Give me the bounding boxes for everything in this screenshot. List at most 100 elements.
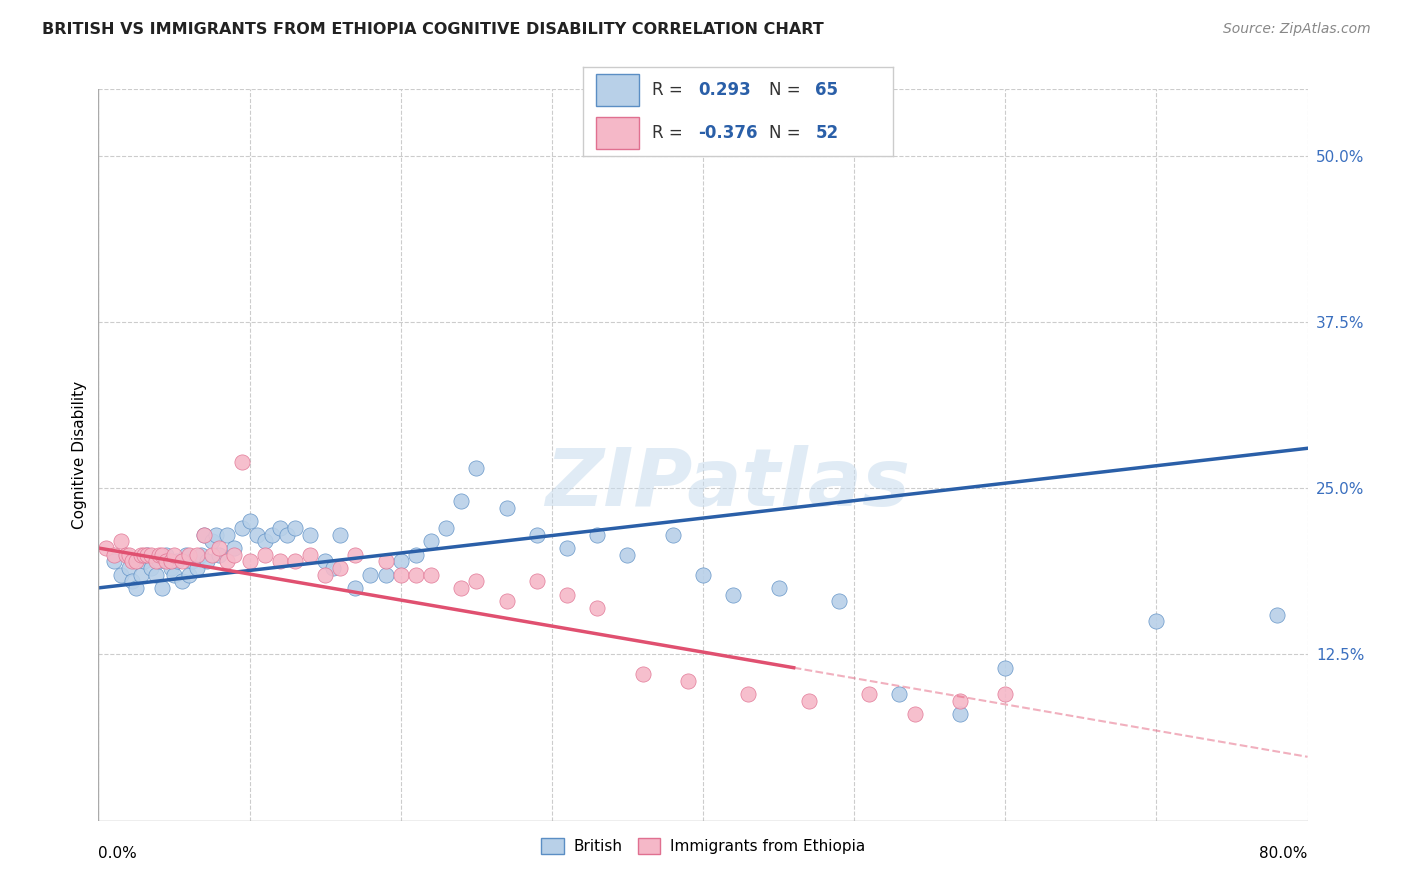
Point — [148, 554, 170, 568]
Point — [190, 548, 212, 562]
Point — [434, 521, 457, 535]
Point — [676, 673, 699, 688]
Point — [103, 554, 125, 568]
Text: Source: ZipAtlas.com: Source: ZipAtlas.com — [1223, 22, 1371, 37]
Point — [994, 687, 1017, 701]
Point — [132, 554, 155, 568]
Text: 65: 65 — [815, 81, 838, 99]
Point — [239, 515, 262, 529]
Point — [360, 567, 382, 582]
Point — [145, 554, 167, 568]
Point — [465, 574, 488, 589]
Point — [215, 527, 238, 541]
Point — [555, 541, 578, 555]
Point — [329, 527, 352, 541]
Point — [314, 567, 336, 582]
Point — [179, 548, 201, 562]
Point — [465, 461, 488, 475]
Point — [163, 548, 186, 562]
Point — [389, 554, 412, 568]
Point — [110, 567, 132, 582]
Point — [118, 561, 141, 575]
Point — [299, 527, 322, 541]
Point — [121, 574, 143, 589]
Point — [114, 548, 136, 562]
Point — [141, 561, 163, 575]
Point — [135, 548, 157, 562]
Point — [121, 554, 143, 568]
Point — [155, 554, 177, 568]
Point — [276, 527, 298, 541]
Point — [269, 521, 291, 535]
Point — [526, 574, 548, 589]
Text: 0.0%: 0.0% — [98, 847, 138, 862]
Point — [269, 554, 291, 568]
Text: 80.0%: 80.0% — [1260, 847, 1308, 862]
Text: ZIPatlas: ZIPatlas — [544, 445, 910, 524]
Legend: British, Immigrants from Ethiopia: British, Immigrants from Ethiopia — [536, 832, 870, 861]
Point — [186, 548, 208, 562]
Point — [450, 581, 472, 595]
Point — [208, 548, 231, 562]
Point — [201, 548, 224, 562]
Point — [737, 687, 759, 701]
Point — [616, 548, 638, 562]
Point — [949, 707, 972, 722]
Point — [1144, 614, 1167, 628]
Point — [299, 548, 322, 562]
Point — [208, 541, 231, 555]
Text: N =: N = — [769, 81, 806, 99]
Point — [495, 594, 517, 608]
Point — [246, 527, 269, 541]
Point — [174, 548, 197, 562]
Text: 52: 52 — [815, 124, 838, 142]
Text: N =: N = — [769, 124, 806, 142]
Point — [155, 548, 177, 562]
Point — [495, 501, 517, 516]
Point — [135, 548, 157, 562]
Point — [450, 494, 472, 508]
Point — [129, 567, 152, 582]
Point — [141, 548, 163, 562]
Point — [129, 548, 152, 562]
Point — [132, 548, 155, 562]
Point — [949, 694, 972, 708]
Point — [215, 554, 238, 568]
Point — [405, 567, 427, 582]
Point — [125, 581, 148, 595]
Point — [904, 707, 927, 722]
Point — [262, 527, 284, 541]
Point — [405, 548, 427, 562]
Point — [193, 527, 215, 541]
Point — [828, 594, 851, 608]
Point — [374, 567, 396, 582]
Point — [94, 541, 117, 555]
Point — [201, 534, 224, 549]
Point — [889, 687, 911, 701]
Point — [994, 661, 1017, 675]
Point — [125, 554, 148, 568]
FancyBboxPatch shape — [596, 74, 640, 106]
Point — [344, 548, 367, 562]
Point — [231, 521, 253, 535]
Point — [344, 581, 367, 595]
Y-axis label: Cognitive Disability: Cognitive Disability — [72, 381, 87, 529]
Point — [170, 554, 193, 568]
Point — [150, 581, 173, 595]
Point — [322, 561, 344, 575]
Point — [253, 548, 276, 562]
Point — [692, 567, 714, 582]
Point — [148, 548, 170, 562]
Point — [586, 600, 609, 615]
Point — [586, 527, 609, 541]
Point — [166, 554, 188, 568]
Point — [181, 554, 204, 568]
Point — [526, 527, 548, 541]
Point — [420, 567, 443, 582]
Text: R =: R = — [651, 124, 688, 142]
Point — [195, 554, 218, 568]
Point — [555, 588, 578, 602]
Point — [160, 554, 183, 568]
Text: BRITISH VS IMMIGRANTS FROM ETHIOPIA COGNITIVE DISABILITY CORRELATION CHART: BRITISH VS IMMIGRANTS FROM ETHIOPIA COGN… — [42, 22, 824, 37]
Point — [374, 554, 396, 568]
